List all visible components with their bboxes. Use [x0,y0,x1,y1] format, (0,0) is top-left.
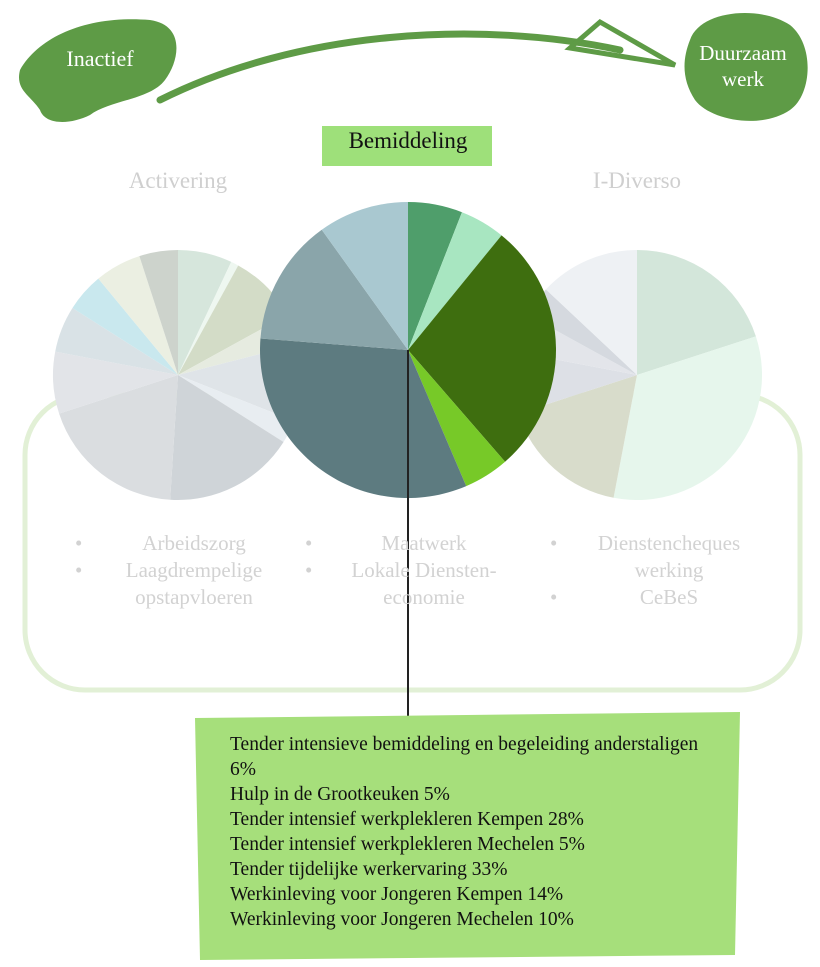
legend-item: Tender intensief werkplekleren Kempen 28… [230,807,700,832]
legend-name: Tender intensief werkplekleren Mechelen [230,834,555,855]
pie-slice [260,229,408,350]
legend-value: 5% [423,784,450,805]
pie-slice [613,336,762,501]
legend-item: Tender intensief werkplekleren Mechelen … [230,832,700,857]
legend-item: Werkinleving voor Jongeren Mechelen 10% [230,907,700,932]
pie-slice [321,202,408,350]
pie-slice [170,375,284,500]
legend-item: Werkinleving voor Jongeren Kempen 14% [230,882,700,907]
legend-box [195,712,740,960]
bullet-item: Dienstencheques werking [550,530,770,584]
legend-name: Werkinleving voor Jongeren Mechelen [230,909,534,930]
legend-item: Hulp in de Grootkeuken 5% [230,782,700,807]
pie-slice [637,250,756,375]
title-highlight [322,126,492,166]
legend-item: Tender intensieve bemiddeling en begelei… [230,732,700,782]
legend-value: 33% [471,859,508,880]
end-blob [684,12,808,121]
pie-slice [72,278,178,375]
arrow-head [564,18,677,68]
pie-slice [178,250,232,375]
pie-slice [178,265,288,375]
pie-slice [178,261,239,375]
bullets: ArbeidszorgLaagdrempelige opstapvloeren [65,530,295,611]
end-label: Duurzaam werk [699,41,787,91]
legend-name: Tender intensieve bemiddeling en begelei… [230,734,699,755]
start-blob [19,19,177,122]
legend-item: Tender tijdelijke werkervaring 33% [230,857,700,882]
pie-slice [408,212,502,350]
legend-name: Werkinleving voor Jongeren Kempen [230,884,523,905]
pie-slice [139,250,178,375]
legend-value: 14% [527,884,564,905]
pie-title: Bemiddeling [349,128,468,153]
bullet-item: Maatwerk [305,530,525,557]
end-label-box: Duurzaam werk [699,41,787,91]
legend: Tender intensieve bemiddeling en begelei… [230,732,700,932]
pie-slice [545,250,637,375]
pie-title: I-Diverso [593,168,681,193]
legend-value: 6% [230,759,256,780]
pie-slice [518,375,637,498]
bullet-item: CeBeS [550,584,770,611]
bullet-item: Lokale Diensten-economie [305,557,525,611]
bullet-item: Laagdrempelige opstapvloeren [75,557,295,611]
bullets: Dienstencheques werkingCeBeS [540,530,770,611]
bullet-list: ArbeidszorgLaagdrempelige opstapvloeren [65,530,295,611]
pie-slice [408,235,556,462]
pie-slice [408,202,462,350]
legend-name: Tender tijdelijke werkervaring [230,859,467,880]
legend-value: 10% [538,909,574,930]
pie-slice [98,256,178,375]
bullet-list: MaatwerkLokale Diensten-economie [295,530,525,611]
arrow-line [156,30,624,104]
legend-name: Hulp in de Grootkeuken [230,784,420,805]
legend-value: 28% [548,809,584,830]
bullets: MaatwerkLokale Diensten-economie [295,530,525,611]
legend-value: 5% [558,834,585,855]
pie-slice [52,351,178,414]
pie-slice [408,350,506,487]
start-label: Inactief [66,46,134,71]
legend-name: Tender intensief werkplekleren Kempen [230,809,544,830]
pie-slice [59,375,178,500]
pie-slice [527,289,637,375]
pie-slice [178,375,295,442]
pie-slice [260,338,467,499]
bullet-item: Arbeidszorg [75,530,295,557]
bullet-list: Dienstencheques werkingCeBeS [540,530,770,611]
pie-title: Activering [129,168,228,193]
pie-slice [55,308,178,375]
